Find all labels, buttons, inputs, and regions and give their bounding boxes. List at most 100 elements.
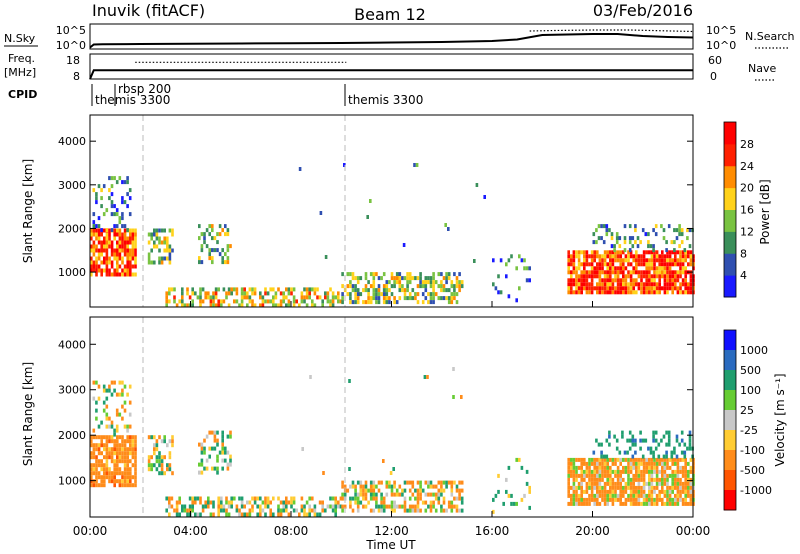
- velocity-range-cell: [90, 475, 93, 480]
- power-range-cell: [121, 260, 124, 265]
- velocity-range-cell: [665, 442, 668, 447]
- power-range-cell: [447, 300, 451, 305]
- velocity-range-cell: [650, 465, 654, 470]
- power-range-cell: [186, 303, 189, 308]
- velocity-range-cell: [676, 497, 680, 502]
- velocity-range-cell: [102, 388, 106, 393]
- velocity-range-cell: [225, 496, 228, 501]
- power-range-cell: [624, 290, 628, 295]
- power-range-cell: [266, 299, 270, 304]
- power-range-cell: [635, 258, 638, 263]
- velocity-range-cell: [216, 430, 219, 435]
- velocity-range-cell: [642, 477, 646, 482]
- velocity-range-cell: [303, 504, 306, 509]
- power-range-cell: [274, 291, 278, 296]
- power-range-cell: [585, 278, 589, 283]
- velocity-range-cell: [108, 455, 111, 460]
- power-range-cell: [408, 272, 412, 277]
- velocity-range-cell: [235, 504, 239, 509]
- cpid-segment-2-label: rbsp 200: [118, 82, 171, 96]
- velocity-range-cell: [452, 395, 455, 399]
- velocity-range-cell: [150, 467, 153, 472]
- velocity-range-cell: [687, 493, 690, 498]
- velocity-range-cell: [168, 504, 171, 509]
- velocity-range-cell: [653, 465, 656, 470]
- power-range-cell: [173, 295, 176, 300]
- velocity-range-cell: [681, 481, 685, 486]
- power-range-cell: [90, 264, 93, 269]
- velocity-range-cell: [632, 485, 635, 490]
- velocity-range-cell: [110, 424, 114, 429]
- velocity-range-cell: [308, 508, 311, 513]
- power-range-cell: [639, 240, 642, 245]
- velocity-range-cell: [627, 461, 630, 466]
- velocity-range-cell: [645, 501, 648, 506]
- velocity-range-cell: [666, 501, 669, 506]
- velocity-range-cell: [403, 508, 407, 513]
- power-range-cell: [198, 256, 201, 261]
- velocity-ytick-label: 4000: [58, 338, 86, 351]
- velocity-range-cell: [253, 496, 257, 501]
- velocity-range-cell: [337, 504, 340, 509]
- velocity-range-cell: [598, 493, 602, 498]
- velocity-range-cell: [170, 496, 174, 501]
- velocity-range-cell: [369, 488, 373, 493]
- power-range-cell: [687, 254, 690, 259]
- velocity-range-cell: [635, 489, 638, 494]
- power-range-cell: [240, 303, 244, 308]
- power-range-cell: [105, 260, 109, 265]
- velocity-range-cell: [432, 492, 435, 497]
- power-range-cell: [663, 258, 667, 263]
- velocity-range-cell: [616, 497, 620, 502]
- velocity-range-cell: [588, 485, 591, 490]
- power-range-cell: [168, 228, 172, 233]
- power-range-cell: [602, 240, 606, 245]
- velocity-range-cell: [640, 485, 643, 490]
- power-range-cell: [619, 258, 622, 263]
- velocity-range-cell: [597, 442, 601, 447]
- velocity-range-cell: [207, 504, 210, 509]
- velocity-range-cell: [356, 496, 360, 501]
- power-range-cell: [92, 264, 96, 269]
- velocity-range-cell: [637, 469, 641, 474]
- power-range-cell: [447, 288, 451, 293]
- velocity-range-cell: [113, 443, 116, 448]
- velocity-range-cell: [105, 467, 109, 472]
- velocity-range-cell: [196, 496, 200, 501]
- power-range-cell: [395, 272, 399, 277]
- velocity-range-cell: [171, 443, 174, 448]
- power-range-cell: [676, 262, 680, 267]
- nsky-frame: [89, 23, 694, 50]
- power-range-cell: [627, 258, 630, 263]
- power-range-cell: [585, 282, 589, 287]
- power-range-cell: [453, 288, 456, 293]
- power-range-cell: [432, 276, 435, 281]
- power-range-cell: [602, 224, 606, 229]
- velocity-range-cell: [290, 504, 293, 509]
- velocity-range-cell: [126, 463, 129, 468]
- velocity-range-cell: [609, 457, 612, 462]
- velocity-range-cell: [390, 508, 394, 513]
- power-range-cell: [429, 280, 433, 285]
- velocity-range-cell: [221, 466, 224, 471]
- velocity-range-cell: [606, 497, 609, 502]
- velocity-range-cell: [226, 466, 230, 471]
- power-range-cell: [588, 254, 591, 259]
- velocity-range-cell: [614, 481, 617, 486]
- velocity-range-cell: [687, 489, 690, 494]
- velocity-range-cell: [455, 504, 459, 509]
- velocity-range-cell: [567, 473, 570, 478]
- velocity-range-cell: [627, 473, 630, 478]
- velocity-range-cell: [631, 438, 635, 443]
- velocity-range-cell: [605, 454, 609, 459]
- velocity-range-cell: [662, 454, 666, 459]
- velocity-range-cell: [609, 493, 612, 498]
- velocity-range-cell: [90, 467, 93, 472]
- power-range-cell: [224, 224, 227, 229]
- nsearch-tick-bottom: 10^0: [706, 39, 736, 52]
- velocity-range-cell: [639, 438, 642, 443]
- power-range-cell: [437, 284, 441, 289]
- power-range-cell: [601, 266, 604, 271]
- power-range-cell: [205, 228, 209, 233]
- velocity-range-cell: [609, 497, 612, 502]
